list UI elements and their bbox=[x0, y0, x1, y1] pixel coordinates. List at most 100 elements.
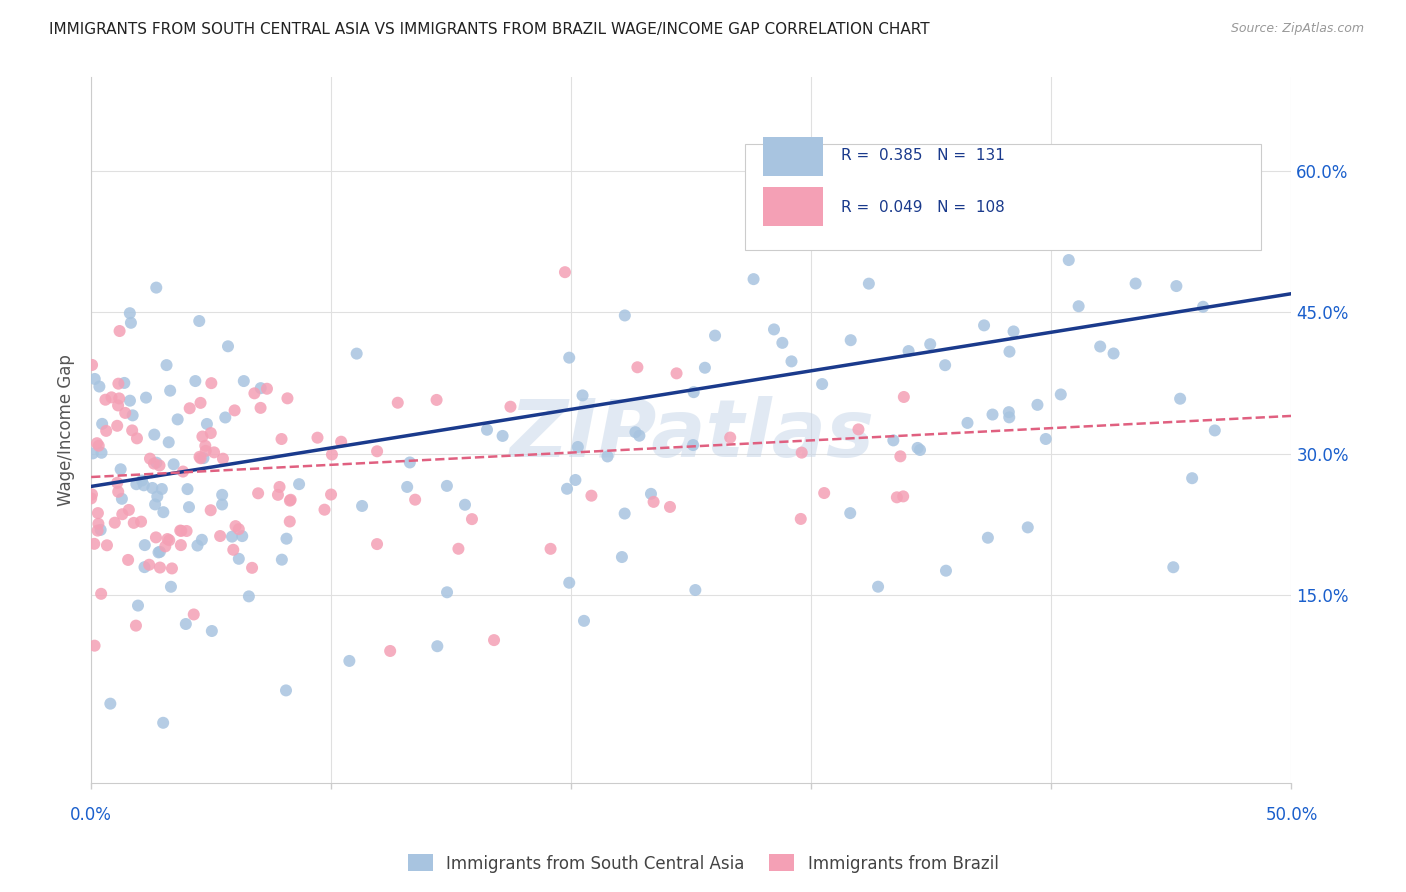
Point bbox=[148, 545, 170, 559]
Point bbox=[240, 561, 263, 575]
Point bbox=[1002, 325, 1025, 339]
Text: IMMIGRANTS FROM SOUTH CENTRAL ASIA VS IMMIGRANTS FROM BRAZIL WAGE/INCOME GAP COR: IMMIGRANTS FROM SOUTH CENTRAL ASIA VS IM… bbox=[49, 22, 929, 37]
Point bbox=[555, 482, 578, 496]
Point bbox=[90, 523, 112, 537]
Point bbox=[693, 360, 716, 375]
Point bbox=[1088, 339, 1111, 353]
Point bbox=[96, 424, 118, 438]
Point bbox=[176, 482, 198, 496]
Point bbox=[152, 505, 174, 519]
Point bbox=[176, 524, 198, 538]
Point bbox=[366, 537, 388, 551]
Point bbox=[157, 435, 180, 450]
Point bbox=[321, 448, 343, 462]
Point bbox=[1057, 253, 1080, 268]
Point bbox=[839, 333, 862, 347]
Point bbox=[166, 412, 188, 426]
Point bbox=[149, 560, 172, 574]
Point bbox=[86, 436, 108, 450]
Point bbox=[225, 519, 247, 533]
Point bbox=[118, 503, 141, 517]
Point bbox=[191, 429, 214, 443]
Point bbox=[337, 654, 360, 668]
Point bbox=[231, 529, 253, 543]
Point bbox=[624, 425, 647, 440]
Point bbox=[87, 506, 110, 520]
Point bbox=[111, 491, 134, 506]
Point bbox=[269, 480, 291, 494]
Point bbox=[211, 498, 233, 512]
Point bbox=[973, 318, 995, 333]
FancyBboxPatch shape bbox=[763, 137, 824, 176]
Point bbox=[145, 456, 167, 470]
Point bbox=[307, 431, 329, 445]
Point bbox=[352, 499, 374, 513]
Point bbox=[224, 403, 246, 417]
Point bbox=[998, 344, 1021, 359]
Point bbox=[209, 529, 232, 543]
Text: ZIPatlas: ZIPatlas bbox=[509, 396, 873, 474]
Point bbox=[160, 580, 183, 594]
Point bbox=[186, 539, 208, 553]
Point bbox=[127, 599, 149, 613]
Point bbox=[981, 408, 1004, 422]
Point bbox=[190, 396, 212, 410]
Point bbox=[121, 424, 143, 438]
Point bbox=[267, 488, 290, 502]
Point bbox=[200, 425, 222, 440]
Point bbox=[90, 587, 112, 601]
Point bbox=[148, 458, 170, 473]
Point bbox=[907, 441, 929, 455]
Point bbox=[145, 280, 167, 294]
Point bbox=[80, 487, 103, 501]
Point bbox=[811, 377, 834, 392]
Point bbox=[893, 390, 915, 404]
Point bbox=[100, 390, 122, 404]
Point bbox=[156, 532, 179, 546]
Point bbox=[404, 492, 426, 507]
Point bbox=[426, 639, 449, 653]
Point bbox=[790, 512, 813, 526]
Point bbox=[1125, 277, 1147, 291]
Point bbox=[145, 530, 167, 544]
Point bbox=[780, 354, 803, 368]
Point bbox=[201, 624, 224, 638]
Point bbox=[1192, 300, 1215, 314]
Point bbox=[659, 500, 682, 514]
Point bbox=[613, 507, 636, 521]
Point bbox=[188, 450, 211, 464]
Point bbox=[122, 516, 145, 530]
Point bbox=[118, 306, 141, 320]
Point bbox=[882, 434, 904, 448]
Point bbox=[152, 715, 174, 730]
FancyBboxPatch shape bbox=[763, 186, 824, 226]
Point bbox=[243, 386, 266, 401]
Point bbox=[212, 451, 235, 466]
Point bbox=[977, 531, 1000, 545]
Point bbox=[276, 532, 298, 546]
Point bbox=[1035, 432, 1057, 446]
Point bbox=[558, 351, 581, 365]
Point bbox=[436, 585, 458, 599]
Point bbox=[1181, 471, 1204, 485]
Point bbox=[1067, 299, 1090, 313]
Point bbox=[108, 324, 131, 338]
Point bbox=[238, 590, 260, 604]
Point bbox=[159, 384, 181, 398]
Point bbox=[110, 462, 132, 476]
Point bbox=[839, 506, 862, 520]
Point bbox=[558, 575, 581, 590]
Point bbox=[211, 488, 233, 502]
Point bbox=[120, 316, 142, 330]
Point bbox=[107, 484, 129, 499]
Point bbox=[149, 545, 172, 559]
Point bbox=[155, 540, 177, 554]
Point bbox=[82, 446, 104, 460]
Point bbox=[270, 432, 292, 446]
Point bbox=[114, 406, 136, 420]
Point bbox=[626, 360, 648, 375]
Point bbox=[396, 480, 419, 494]
Point bbox=[682, 438, 704, 452]
Point bbox=[188, 314, 211, 328]
Point bbox=[571, 388, 593, 402]
